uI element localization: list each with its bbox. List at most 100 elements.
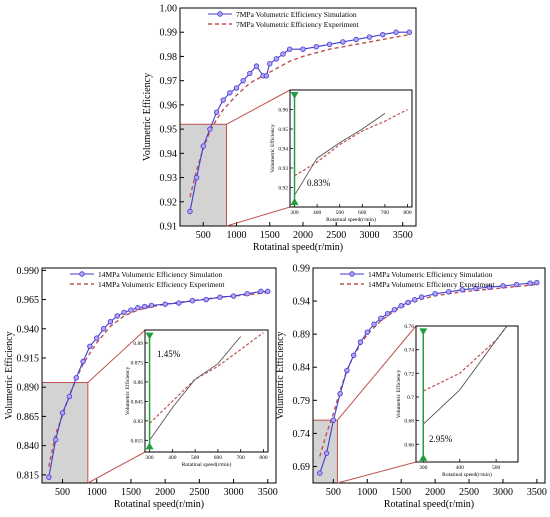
simulation-point [213,109,220,115]
simulation-point [486,284,493,290]
inset-x-tick-label: 700 [237,455,246,461]
error-bar-bottom-marker [145,442,154,450]
inset-x-tick-label: 400 [168,455,177,461]
inset-y-tick-label: 0.7 [407,395,414,401]
x-tick-label: 2500 [189,487,209,498]
simulation-point [371,321,377,327]
inset-simulation-line [422,326,508,425]
inset-difference-annotation: 2.95% [429,434,453,444]
inset-y-tick-label: 0.94 [278,147,288,153]
y-axis-label: Volumetric Efficiency [275,331,286,419]
inset-simulation-line [294,113,386,196]
simulation-point [445,289,452,295]
y-tick-label: 0.69 [293,462,311,473]
simulation-point [351,352,357,359]
zoom-connector-bottom [87,451,146,484]
simulation-point [527,280,533,286]
simulation-point [380,31,386,38]
y-tick-label: 0.99 [160,28,178,39]
x-axis-label: Rotatinal speed(r/min) [114,499,204,510]
simulation-point [148,302,155,309]
simulation-point [366,34,373,40]
inset-y-tick-label: 0.68 [404,419,414,425]
simulation-point [265,288,271,295]
y-tick-label: 0.890 [17,383,40,394]
simulation-point [473,285,479,292]
legend-simulation-label: 14MPa Volumetric Efficiency Simulation [98,270,223,279]
zoom-connector-top [337,325,417,421]
inset-y-tick-label: 0.86 [133,380,143,386]
y-tick-label: 0.97 [160,76,178,87]
plot-frame [41,267,277,484]
x-axis-label: Rotatinal speed(r/min) [253,242,343,253]
inset-y-tick-label: 0.92 [278,186,288,192]
y-tick-label: 0.94 [293,297,311,308]
simulation-point [200,143,206,149]
y-tick-label: 0.79 [293,396,311,407]
simulation-point [267,61,273,67]
simulation-point [263,73,270,79]
simulation-point [357,339,364,345]
simulation-point [323,450,330,456]
simulation-point [300,46,306,52]
simulation-point [513,281,520,288]
simulation-point [406,29,413,35]
inset-y-tick-label: 0.93 [278,166,288,172]
plot-frame [312,267,546,484]
simulation-point [114,313,120,319]
inset-x-tick-label: 300 [290,210,299,216]
y-tick-label: 0.91 [160,222,178,233]
simulation-point [391,306,398,313]
simulation-point [459,287,465,293]
inset-y-tick-label: 0.72 [404,371,414,377]
inset-y-tick-label: 0.83 [133,419,143,425]
x-tick-label: 2500 [326,230,346,241]
simulation-point [217,294,223,300]
simulation-point [317,470,323,476]
inset-y-tick-label: 0.875 [131,360,144,366]
inset: 0.92 0.93 0.94 0.95 0.96 300 400 500 600 700 800 Ro… [269,89,413,223]
inset-difference-annotation: 0.83% [307,178,331,188]
zoom-connector-bottom [337,461,417,484]
zoom-region [179,123,228,227]
simulation-point [337,390,343,397]
x-tick-label: 2500 [459,487,479,498]
simulation-point [286,46,293,52]
legend: 7MPa Volumetric Efficiency Simulation7MP… [208,10,360,29]
simulation-point [73,375,79,381]
simulation-point [66,393,73,400]
simulation-point [405,299,411,306]
legend-simulation-marker [217,11,223,17]
error-bar-top-marker [290,91,299,99]
simulation-point [412,297,418,303]
simulation-point [233,85,240,91]
inset-x-tick-label: 700 [381,210,390,216]
inset-x-tick-label: 500 [492,465,501,471]
x-axis-label: Rotatinal speed(r/min) [384,499,474,510]
inset-difference-annotation: 1.45% [157,349,181,359]
simulation-point [330,417,337,423]
y-tick-label: 0.865 [17,412,40,423]
simulation-point [230,293,237,299]
simulation-point [258,288,264,295]
inset-x-tick-label: 300 [145,455,154,461]
inset-simulation-line [149,336,242,441]
inset-x-tick-label: 800 [403,210,412,216]
simulation-point [393,29,399,35]
simulation-point [46,474,52,480]
x-tick-label: 3500 [258,487,278,498]
simulation-point [87,343,93,349]
simulation-point [193,174,200,181]
simulation-point [280,51,286,57]
simulation-point [176,300,182,306]
x-tick-label: 3500 [527,487,547,498]
x-tick-label: 3000 [359,230,379,241]
inset-x-tick-label: 500 [191,455,200,461]
y-tick-label: 0.840 [17,441,40,452]
simulation-point [162,301,168,307]
zoom-connector-top [226,89,291,125]
simulation-point [353,36,359,43]
inset-y-tick-label: 0.815 [131,438,144,444]
legend-experiment-label: 7MPa Volumetric Efficiency Experiment [236,20,360,29]
x-tick-label: 3000 [224,487,244,498]
